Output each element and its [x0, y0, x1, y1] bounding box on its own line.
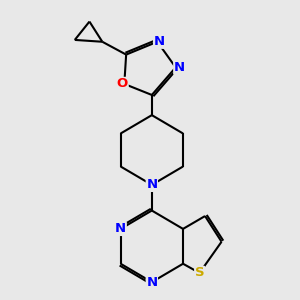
- Text: N: N: [154, 35, 165, 48]
- Text: N: N: [174, 61, 185, 74]
- Text: N: N: [146, 276, 158, 289]
- Text: N: N: [146, 178, 158, 191]
- Text: S: S: [195, 266, 204, 279]
- Text: N: N: [115, 222, 126, 236]
- Text: O: O: [117, 77, 128, 91]
